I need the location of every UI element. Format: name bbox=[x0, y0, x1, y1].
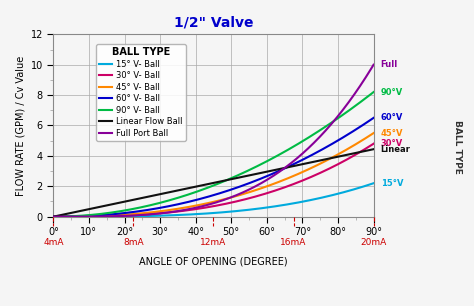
Text: 90°V: 90°V bbox=[381, 88, 403, 97]
Text: 60°V: 60°V bbox=[381, 114, 403, 122]
Y-axis label: FLOW RATE (GPM) / Cv Value: FLOW RATE (GPM) / Cv Value bbox=[15, 55, 25, 196]
Text: 45°V: 45°V bbox=[381, 129, 403, 138]
Text: Linear: Linear bbox=[381, 145, 410, 154]
Text: 15°V: 15°V bbox=[381, 179, 403, 188]
X-axis label: ANGLE OF OPENING (DEGREE): ANGLE OF OPENING (DEGREE) bbox=[139, 256, 288, 267]
Text: 4mA: 4mA bbox=[43, 238, 64, 247]
Text: Full: Full bbox=[381, 60, 398, 69]
Legend: 15° V- Ball, 30° V- Ball, 45° V- Ball, 60° V- Ball, 90° V- Ball, Linear Flow Bal: 15° V- Ball, 30° V- Ball, 45° V- Ball, 6… bbox=[96, 44, 186, 141]
Text: 20mA: 20mA bbox=[360, 238, 387, 247]
Text: 8mA: 8mA bbox=[123, 238, 144, 247]
Text: BALL TYPE: BALL TYPE bbox=[453, 120, 462, 174]
Text: 30°V: 30°V bbox=[381, 139, 403, 148]
Text: 16mA: 16mA bbox=[280, 238, 307, 247]
Text: 12mA: 12mA bbox=[201, 238, 227, 247]
Title: 1/2" Valve: 1/2" Valve bbox=[173, 15, 253, 29]
